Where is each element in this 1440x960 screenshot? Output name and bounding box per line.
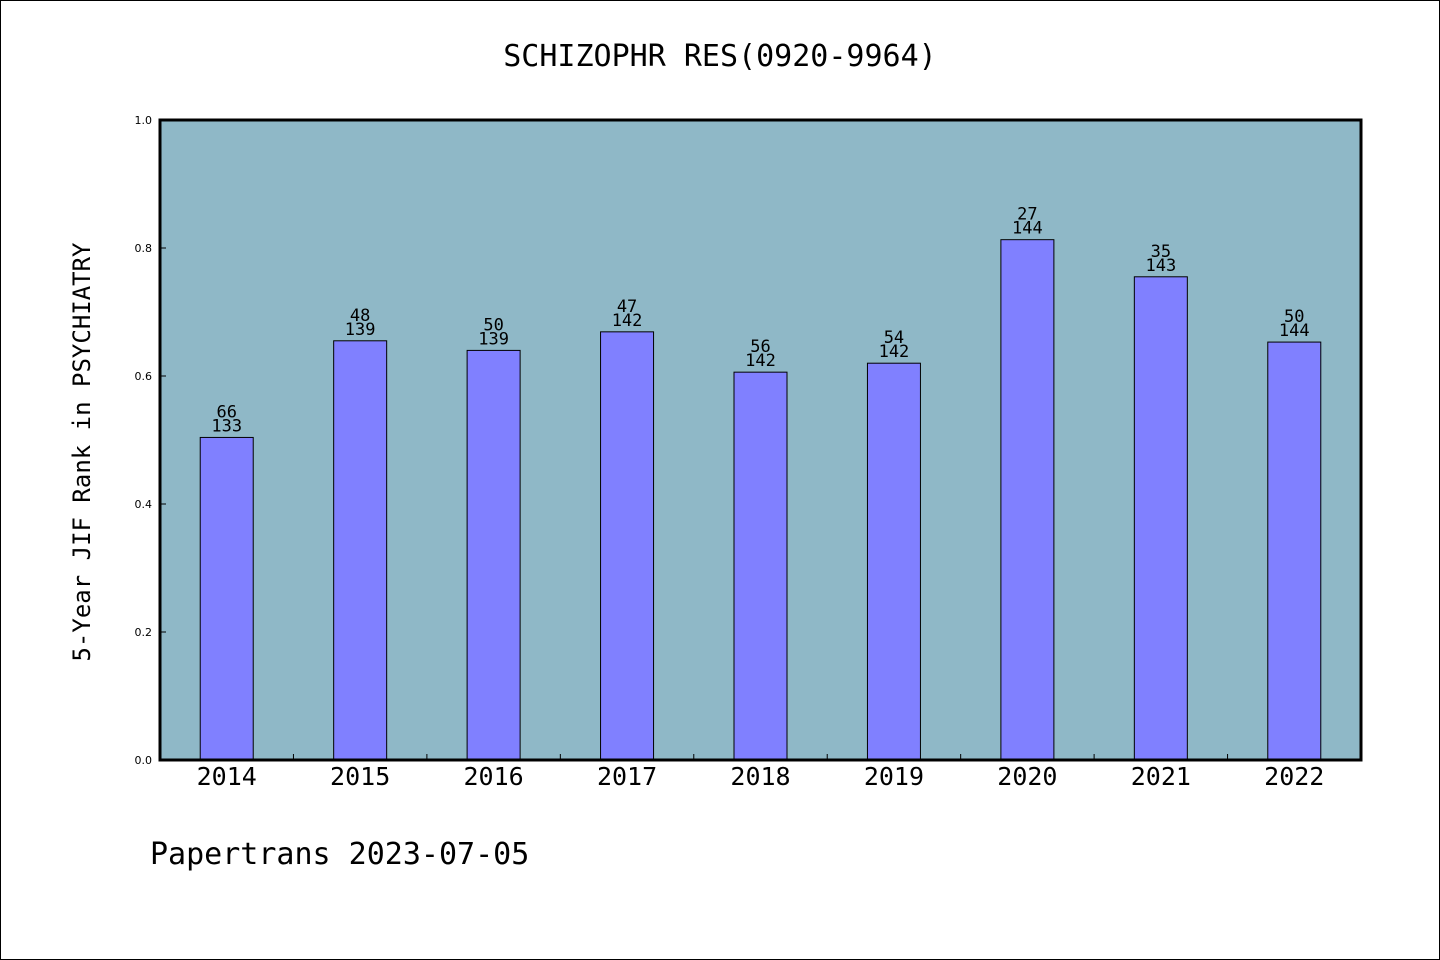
x-tick-label: 2016	[464, 762, 524, 791]
bar-2020	[1000, 239, 1055, 761]
bar-2018	[733, 371, 788, 761]
bar-2015	[333, 340, 388, 761]
bar-2016	[466, 349, 521, 761]
bar-2017	[600, 331, 655, 761]
bar-rank-label: 47	[617, 297, 637, 317]
bar-total-label: 139	[478, 329, 509, 349]
y-tick-label: 0.6	[135, 370, 153, 383]
x-tick-label: 2015	[330, 762, 390, 791]
bar-total-label: 142	[879, 342, 910, 362]
x-tick-label: 2018	[730, 762, 790, 791]
bar-rank-label: 50	[1284, 307, 1304, 327]
bar-rank-label: 48	[350, 306, 370, 326]
bar-rank-label: 35	[1151, 242, 1171, 262]
x-tick-label: 2017	[597, 762, 657, 791]
bar-rank-label: 50	[483, 315, 503, 335]
y-tick-label: 0.0	[135, 754, 153, 767]
bar-rank-label: 66	[216, 402, 236, 422]
x-axis-ticks: 2014 2015 2016 2017 2018 2019 2020 2021 2022	[197, 754, 1324, 791]
bar-total-label: 133	[211, 416, 242, 436]
bar-total-label: 143	[1145, 256, 1176, 276]
bar-rank-label: 56	[750, 337, 770, 357]
x-tick-label: 2022	[1264, 762, 1324, 791]
bar-total-label: 139	[345, 320, 376, 340]
bars-group	[199, 239, 1322, 761]
y-axis-ticks: 0.0 0.2 0.4 0.6 0.8 1.0	[135, 114, 166, 767]
bar-2019	[866, 362, 921, 761]
bar-total-label: 142	[612, 311, 643, 331]
x-tick-label: 2020	[997, 762, 1057, 791]
bar-2022	[1267, 341, 1322, 761]
y-tick-label: 0.4	[135, 498, 153, 511]
x-tick-label: 2021	[1131, 762, 1191, 791]
bar-rank-label: 54	[884, 328, 904, 348]
bar-total-label: 144	[1279, 321, 1310, 341]
bar-2021	[1133, 276, 1188, 761]
bar-rank-label: 27	[1017, 205, 1037, 225]
footer-text: Papertrans 2023-07-05	[150, 837, 529, 872]
x-tick-label: 2019	[864, 762, 924, 791]
x-tick-label: 2014	[197, 762, 257, 791]
bar-total-label: 144	[1012, 219, 1043, 239]
y-tick-label: 1.0	[135, 114, 153, 127]
y-tick-label: 0.2	[135, 626, 153, 639]
chart-title: SCHIZOPHR RES(0920-9964)	[503, 39, 936, 74]
bar-2014	[199, 436, 254, 761]
bar-total-label: 142	[745, 351, 776, 371]
y-tick-label: 0.8	[135, 242, 153, 255]
plot-border	[158, 118, 1363, 762]
y-axis-label: 5-Year JIF Rank in PSYCHIATRY	[68, 242, 96, 662]
